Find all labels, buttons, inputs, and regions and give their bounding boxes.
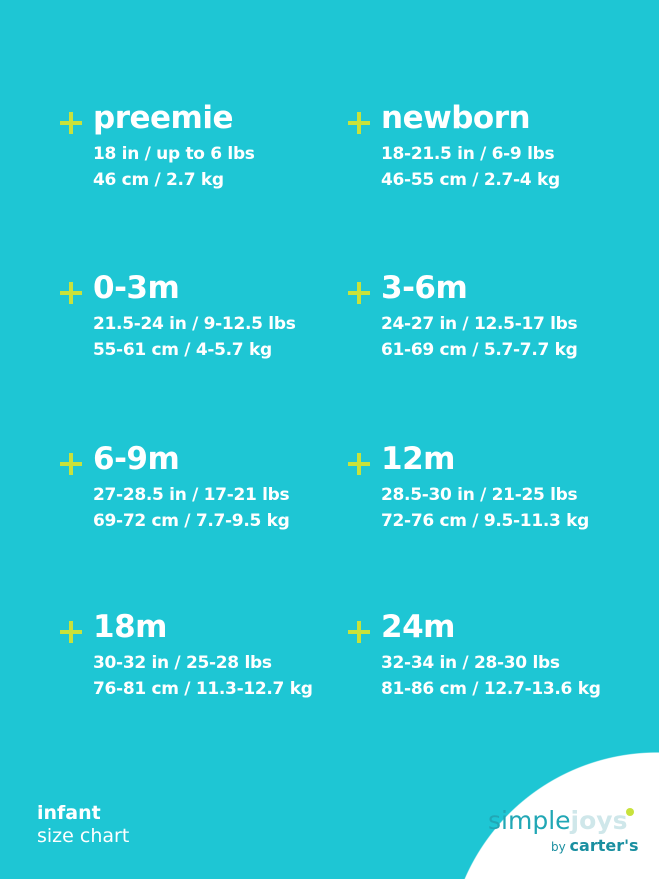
size-label: 18m: [93, 609, 167, 645]
size-imperial: 32-34 in / 28-30 lbs: [381, 653, 560, 673]
simple-joys-logo: simplejoys by carter's: [488, 806, 648, 855]
size-imperial: 21.5-24 in / 9-12.5 lbs: [93, 314, 296, 334]
caption-line-2: size chart: [37, 825, 130, 847]
size-metric: 72-76 cm / 9.5-11.3 kg: [381, 511, 590, 531]
chart-caption: infant size chart: [37, 802, 129, 848]
plus-icon: [60, 282, 82, 304]
logo-background: [447, 752, 659, 879]
size-metric: 55-61 cm / 4-5.7 kg: [93, 340, 272, 360]
size-label: 6-9m: [93, 441, 180, 477]
size-metric: 46-55 cm / 2.7-4 kg: [381, 170, 560, 190]
size-label: 24m: [381, 609, 455, 645]
plus-icon: [60, 453, 82, 475]
size-label: 0-3m: [93, 270, 180, 306]
size-label: newborn: [381, 100, 531, 136]
caption-line-1: infant: [37, 802, 101, 824]
logo-by: by: [551, 840, 566, 854]
size-metric: 61-69 cm / 5.7-7.7 kg: [381, 340, 578, 360]
logo-brand: carter's: [569, 836, 639, 855]
plus-icon: [60, 621, 82, 643]
size-metric: 81-86 cm / 12.7-13.6 kg: [381, 679, 601, 699]
plus-icon: [60, 112, 82, 134]
size-label: preemie: [93, 100, 233, 136]
plus-icon: [348, 112, 370, 134]
size-imperial: 24-27 in / 12.5-17 lbs: [381, 314, 578, 334]
plus-icon: [348, 453, 370, 475]
size-imperial: 28.5-30 in / 21-25 lbs: [381, 485, 578, 505]
size-metric: 76-81 cm / 11.3-12.7 kg: [93, 679, 313, 699]
size-imperial: 18 in / up to 6 lbs: [93, 144, 255, 164]
size-imperial: 30-32 in / 25-28 lbs: [93, 653, 272, 673]
logo-dot-icon: [626, 808, 634, 816]
size-label: 3-6m: [381, 270, 468, 306]
size-metric: 69-72 cm / 7.7-9.5 kg: [93, 511, 290, 531]
size-label: 12m: [381, 441, 455, 477]
size-imperial: 18-21.5 in / 6-9 lbs: [381, 144, 555, 164]
plus-icon: [348, 282, 370, 304]
logo-by-carters: by carter's: [551, 836, 639, 855]
logo-simple: simple: [488, 806, 571, 835]
logo-joys: joys: [570, 806, 628, 835]
plus-icon: [348, 621, 370, 643]
size-imperial: 27-28.5 in / 17-21 lbs: [93, 485, 290, 505]
size-metric: 46 cm / 2.7 kg: [93, 170, 224, 190]
